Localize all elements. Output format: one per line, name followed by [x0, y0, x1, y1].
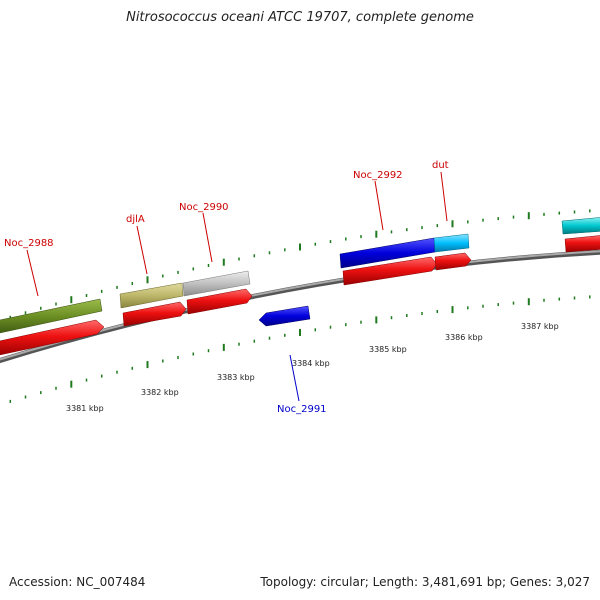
gene-feature-dut[interactable] [433, 233, 470, 253]
label-leader-noc-2988 [26, 249, 39, 297]
scale-label: 3387 kbp [521, 322, 559, 331]
gene-label-djla: djlA [126, 214, 145, 225]
cds-arrow-noc-2988[interactable] [0, 319, 105, 356]
gene-feature-djla[interactable] [119, 282, 184, 309]
gene-feature-noc-2988[interactable] [0, 298, 103, 334]
scale-label: 3382 kbp [141, 388, 179, 397]
accession-text: Accession: NC_007484 [9, 575, 146, 589]
gene-feature-noc-2991[interactable] [258, 305, 311, 327]
scale-label: 3381 kbp [66, 404, 104, 413]
map-title: Nitrosococcus oceani ATCC 19707, complet… [126, 10, 474, 25]
gene-label-noc-2988: Noc_2988 [4, 238, 54, 249]
gene-label-noc-2992: Noc_2992 [353, 170, 403, 181]
label-leader-djla [136, 225, 148, 275]
cds-arrow-noc-2992[interactable] [342, 256, 438, 286]
topology-text: Topology: circular; Length: 3,481,691 bp… [260, 575, 590, 589]
scale-label: 3386 kbp [445, 333, 483, 342]
cds-arrow-partial[interactable] [564, 235, 600, 253]
scale-ticks-lower [9, 295, 591, 403]
label-leader-noc-2992 [374, 180, 384, 231]
gene-label-dut: dut [432, 160, 449, 171]
scale-label: 3385 kbp [369, 345, 407, 354]
scale-label: 3383 kbp [217, 373, 255, 382]
gene-feature-partial[interactable] [561, 217, 600, 235]
label-leader-noc-2990 [202, 212, 213, 263]
gene-label-noc-2991: Noc_2991 [277, 404, 327, 415]
scale-ticks-upper [9, 209, 591, 319]
label-leader-noc-2991 [289, 354, 300, 402]
gene-label-noc-2990: Noc_2990 [179, 202, 229, 213]
scale-label: 3384 kbp [292, 359, 330, 368]
cds-arrow-djla[interactable] [122, 301, 187, 327]
gene-feature-noc-2990[interactable] [182, 270, 251, 297]
label-leader-dut [440, 171, 448, 222]
cds-arrow-dut[interactable] [434, 252, 472, 271]
cds-arrow-noc-2990[interactable] [186, 288, 253, 315]
